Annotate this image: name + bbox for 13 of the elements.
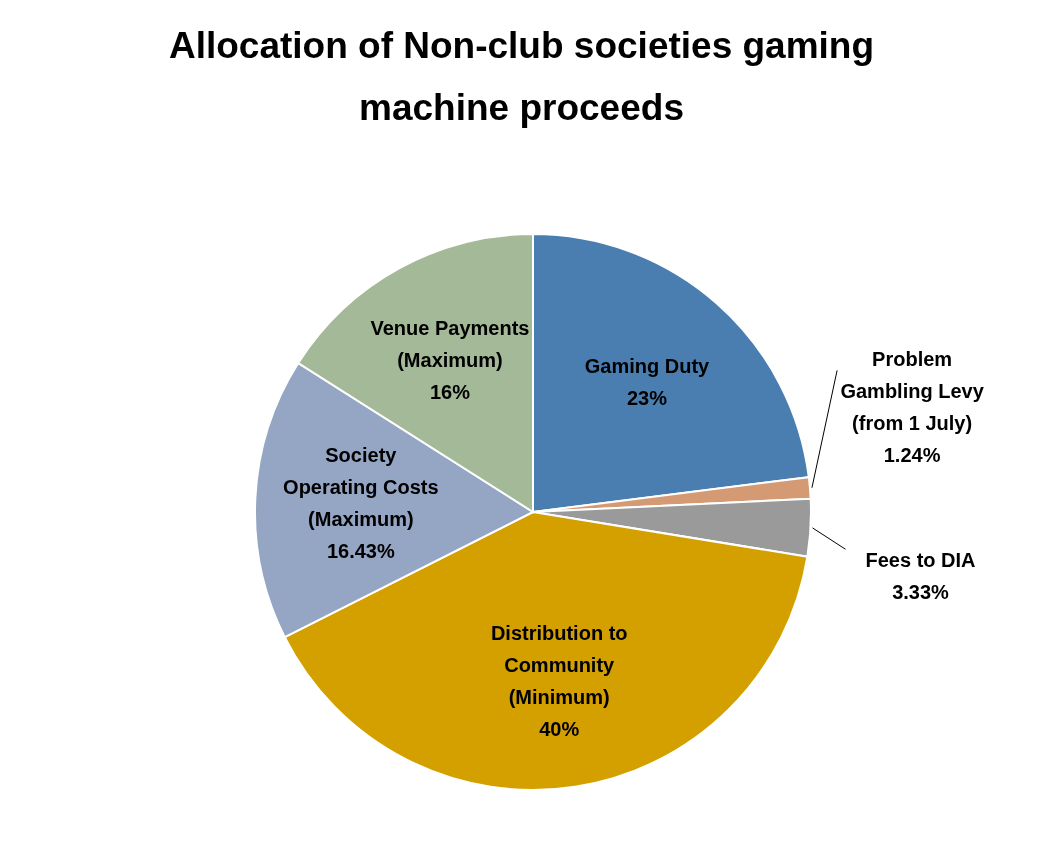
data-label: 40% [539,718,580,741]
chart-title: Allocation of Non-club societies gaming machine proceeds [168,25,875,128]
data-label: 16% [429,380,471,403]
data-label: 16.43% [326,539,395,562]
slice-label: Distribution to Community (Minimum) [490,622,628,709]
slice-label: Problem Gambling Levy (from 1 July) [840,348,985,435]
slice-label: Gaming Duty [584,354,711,377]
slice-label: Fees to DIA [865,549,976,572]
data-label: 23% [626,386,668,409]
slice-label: Venue Payments (Maximum) [370,316,530,371]
slice-label: Society Operating Costs (Maximum) [283,443,439,530]
data-label: 3.33% [892,581,950,604]
data-label: 1.24% [883,444,941,467]
